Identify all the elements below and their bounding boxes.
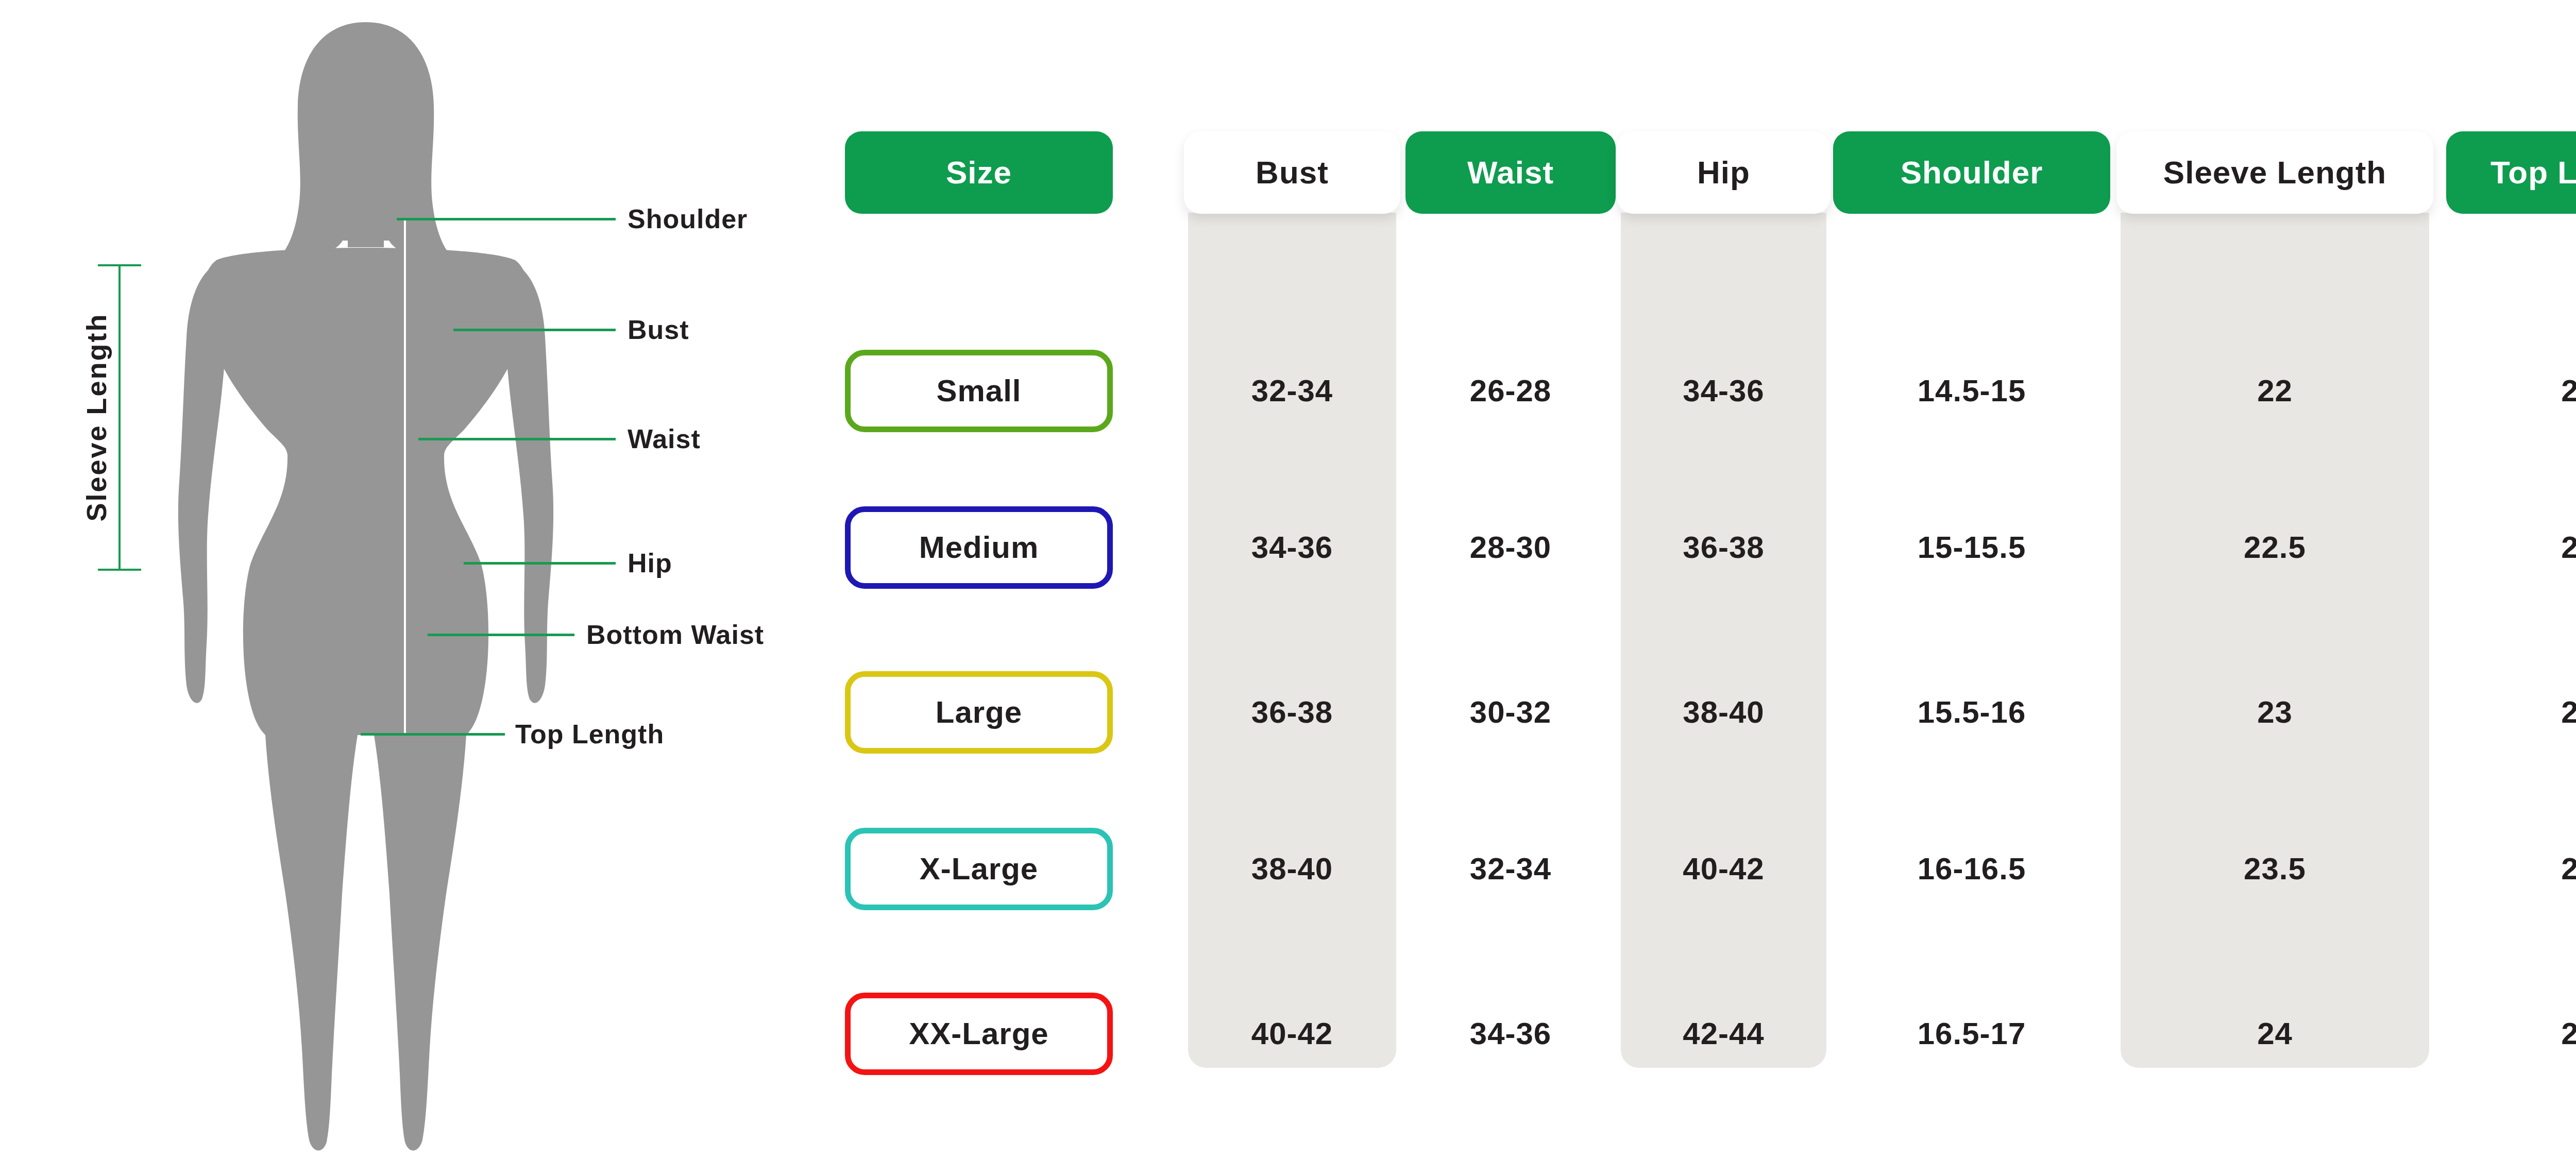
cell-x-large-top-length: 27 <box>2446 828 2576 910</box>
cell-xx-large-waist: 34-36 <box>1405 993 1616 1075</box>
cell-medium-sleeve-length: 22.5 <box>2116 506 2433 589</box>
cell-xx-large-bust: 40-42 <box>1184 993 1400 1075</box>
column-header-size: Size <box>845 131 1113 214</box>
cell-medium-waist: 28-30 <box>1405 506 1616 589</box>
size-chip-x-large: X-Large <box>845 828 1113 910</box>
cell-large-bust: 36-38 <box>1184 671 1400 754</box>
cell-medium-top-length: 25 <box>2446 506 2576 589</box>
column-sleeve-length: Sleeve Length 22 22.5 23 23.5 24 <box>2116 0 2433 1159</box>
cell-large-hip: 38-40 <box>1617 671 1831 754</box>
cell-xx-large-top-length: 28 <box>2446 993 2576 1075</box>
cell-xx-large-hip: 42-44 <box>1617 993 1831 1075</box>
column-top-length: Top Length 24 25 26 27 28 <box>2446 0 2576 1159</box>
cell-small-bust: 32-34 <box>1184 350 1400 432</box>
cell-medium-shoulder: 15-15.5 <box>1833 506 2110 589</box>
column-waist: Waist 26-28 28-30 30-32 32-34 34-36 <box>1405 0 1616 1159</box>
column-strip-hip <box>1621 213 1826 1068</box>
cell-large-waist: 30-32 <box>1405 671 1616 754</box>
size-table: Size Small Medium Large X-Large XX-Large Bust 3… <box>0 0 2576 1159</box>
column-header-sleeve-length: Sleeve Length <box>2116 131 2433 214</box>
cell-x-large-hip: 40-42 <box>1617 828 1831 910</box>
size-chip-xx-large: XX-Large <box>845 993 1113 1075</box>
column-bust: Bust 32-34 34-36 36-38 38-40 40-42 <box>1184 0 1400 1159</box>
cell-small-shoulder: 14.5-15 <box>1833 350 2110 432</box>
column-header-waist: Waist <box>1405 131 1616 214</box>
column-header-hip: Hip <box>1617 131 1831 214</box>
column-header-top-length: Top Length <box>2446 131 2576 214</box>
size-chart-infographic: Shoulder Bust Waist Hip Bottom Waist Top… <box>0 0 2576 1159</box>
column-size: Size Small Medium Large X-Large XX-Large <box>845 0 1113 1159</box>
cell-medium-hip: 36-38 <box>1617 506 1831 589</box>
cell-small-sleeve-length: 22 <box>2116 350 2433 432</box>
size-chip-large: Large <box>845 671 1113 754</box>
column-hip: Hip 34-36 36-38 38-40 40-42 42-44 <box>1617 0 1831 1159</box>
column-shoulder: Shoulder 14.5-15 15-15.5 15.5-16 16-16.5 16.5… <box>1833 0 2110 1159</box>
cell-xx-large-sleeve-length: 24 <box>2116 993 2433 1075</box>
cell-xx-large-shoulder: 16.5-17 <box>1833 993 2110 1075</box>
cell-x-large-shoulder: 16-16.5 <box>1833 828 2110 910</box>
size-chip-medium: Medium <box>845 506 1113 589</box>
cell-x-large-waist: 32-34 <box>1405 828 1616 910</box>
column-strip-bust <box>1188 213 1396 1068</box>
cell-large-sleeve-length: 23 <box>2116 671 2433 754</box>
cell-small-hip: 34-36 <box>1617 350 1831 432</box>
column-header-bust: Bust <box>1184 131 1400 214</box>
cell-x-large-sleeve-length: 23.5 <box>2116 828 2433 910</box>
cell-large-top-length: 26 <box>2446 671 2576 754</box>
cell-small-waist: 26-28 <box>1405 350 1616 432</box>
column-strip-sleeve-length <box>2121 213 2429 1068</box>
size-chip-small: Small <box>845 350 1113 432</box>
cell-large-shoulder: 15.5-16 <box>1833 671 2110 754</box>
cell-medium-bust: 34-36 <box>1184 506 1400 589</box>
cell-x-large-bust: 38-40 <box>1184 828 1400 910</box>
cell-small-top-length: 24 <box>2446 350 2576 432</box>
column-header-shoulder: Shoulder <box>1833 131 2110 214</box>
